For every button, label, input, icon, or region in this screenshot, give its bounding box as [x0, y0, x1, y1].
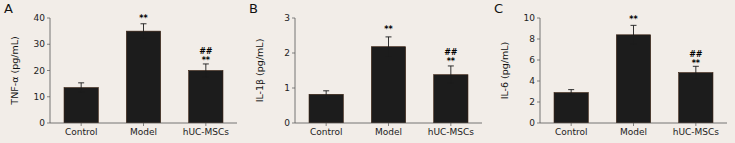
x-tick-label: hUC-MSCs — [183, 127, 230, 137]
y-tick-label: 0 — [529, 118, 535, 128]
y-tick-label: 10 — [524, 13, 536, 23]
error-bar — [386, 37, 392, 57]
panel: 0 1 2 3 Control Model hUC-MSCs IL-1β (pg/mL) B **… — [249, 1, 482, 137]
x-tick — [81, 123, 82, 126]
y-tick-label: 40 — [34, 13, 46, 23]
y-tick — [537, 39, 540, 40]
bar — [679, 73, 713, 123]
x-tick — [143, 123, 144, 126]
y-tick-label: 8 — [529, 34, 535, 44]
y-tick — [47, 123, 50, 124]
x-tick-label: hUC-MSCs — [428, 127, 475, 137]
y-axis-label: IL-1β (pg/mL) — [254, 39, 265, 103]
y-tick — [537, 81, 540, 82]
annotation: ** — [202, 56, 211, 65]
x-tick — [571, 123, 572, 126]
y-axis-line — [295, 18, 296, 123]
x-tick — [633, 123, 634, 126]
y-tick — [292, 18, 295, 19]
panel: 0 2 4 6 8 10 Control Model hUC-MSCs IL-6 (pg/mL) C… — [494, 1, 727, 137]
y-tick — [47, 70, 50, 71]
error-bar — [78, 83, 84, 92]
y-axis-label: IL-6 (pg/mL) — [499, 42, 510, 100]
plot-area — [554, 25, 713, 123]
annotation: ## — [199, 47, 213, 56]
y-tick — [47, 44, 50, 45]
bar — [616, 35, 650, 123]
error-bar — [323, 91, 329, 98]
annotation: ** — [692, 59, 701, 68]
y-axis-label: TNF-α (pg/mL) — [9, 36, 20, 105]
x-tick — [695, 123, 696, 126]
y-tick-label: 6 — [529, 55, 535, 65]
y-tick — [292, 53, 295, 54]
x-tick-label: Model — [375, 127, 402, 137]
error-bar — [693, 66, 699, 79]
plot-area — [64, 24, 223, 123]
panel-label: C — [494, 1, 503, 16]
error-bar — [203, 64, 209, 77]
y-tick-label: 30 — [34, 39, 46, 49]
bar — [189, 71, 223, 124]
bar — [126, 31, 160, 123]
annotation: ** — [384, 25, 393, 34]
error-bar — [448, 66, 454, 84]
panel-label: A — [4, 1, 13, 16]
error-bar — [141, 24, 147, 39]
y-tick-label: 10 — [34, 92, 46, 102]
x-tick — [205, 123, 206, 126]
annotation: ** — [139, 14, 148, 23]
y-tick — [537, 123, 540, 124]
x-tick-label: Model — [130, 127, 157, 137]
x-tick-label: Model — [620, 127, 647, 137]
bar — [554, 93, 588, 123]
figure: 010203040ControlModelhUC-MSCsTNF-α (pg/m… — [0, 0, 735, 143]
error-bar — [631, 25, 637, 44]
y-tick — [537, 18, 540, 19]
annotation: ** — [629, 15, 638, 24]
x-tick-label: Control — [555, 127, 588, 137]
y-tick-label: 4 — [529, 76, 535, 86]
y-tick — [537, 102, 540, 103]
y-tick-label: 3 — [284, 13, 290, 23]
bar — [309, 94, 343, 123]
y-tick — [292, 123, 295, 124]
x-tick-label: Control — [310, 127, 343, 137]
x-tick — [326, 123, 327, 126]
error-bar — [568, 90, 574, 96]
x-tick-label: Control — [65, 127, 98, 137]
y-tick — [47, 18, 50, 19]
y-tick — [47, 96, 50, 97]
y-tick — [537, 60, 540, 61]
panel-label: B — [249, 1, 258, 16]
y-tick-label: 1 — [284, 83, 290, 93]
bar — [64, 88, 98, 123]
y-tick-label: 0 — [284, 118, 290, 128]
panel: 0 10 20 30 40 Control Model hUC-MSCs TNF-α (pg/m… — [4, 1, 237, 137]
annotation: ## — [444, 48, 458, 57]
y-tick-label: 2 — [529, 97, 535, 107]
background — [0, 0, 735, 143]
bar — [371, 47, 405, 123]
plot-area — [309, 37, 468, 123]
y-tick-label: 0 — [39, 118, 45, 128]
annotation: ** — [447, 57, 456, 66]
x-tick — [450, 123, 451, 126]
y-tick-label: 2 — [284, 48, 290, 58]
annotation: ## — [689, 50, 703, 59]
x-tick-label: hUC-MSCs — [673, 127, 720, 137]
x-tick — [388, 123, 389, 126]
y-tick — [292, 88, 295, 89]
y-tick-label: 20 — [34, 66, 46, 76]
y-axis-line — [540, 18, 541, 123]
